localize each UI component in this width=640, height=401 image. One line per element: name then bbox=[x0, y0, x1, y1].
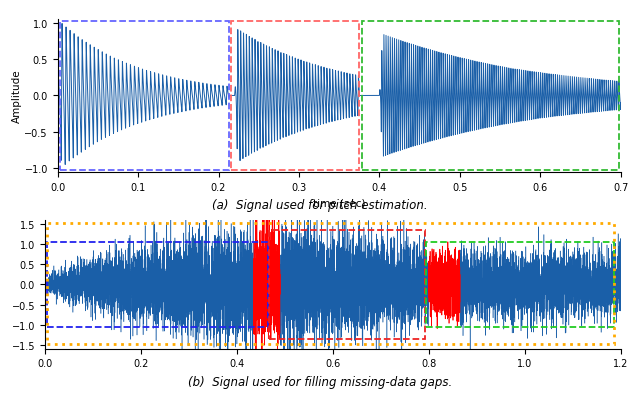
Bar bbox=[232, 22, 359, 170]
Bar bbox=[269, 231, 426, 339]
Text: (a)  Signal used for pitch estimation.: (a) Signal used for pitch estimation. bbox=[212, 198, 428, 211]
Text: (b)  Signal used for filling missing-data gaps.: (b) Signal used for filling missing-data… bbox=[188, 375, 452, 388]
Bar bbox=[60, 22, 229, 170]
Bar bbox=[362, 22, 619, 170]
Bar bbox=[47, 243, 268, 327]
Y-axis label: Amplitude: Amplitude bbox=[12, 69, 22, 123]
Bar bbox=[426, 243, 614, 327]
X-axis label: time (sec): time (sec) bbox=[313, 198, 365, 208]
